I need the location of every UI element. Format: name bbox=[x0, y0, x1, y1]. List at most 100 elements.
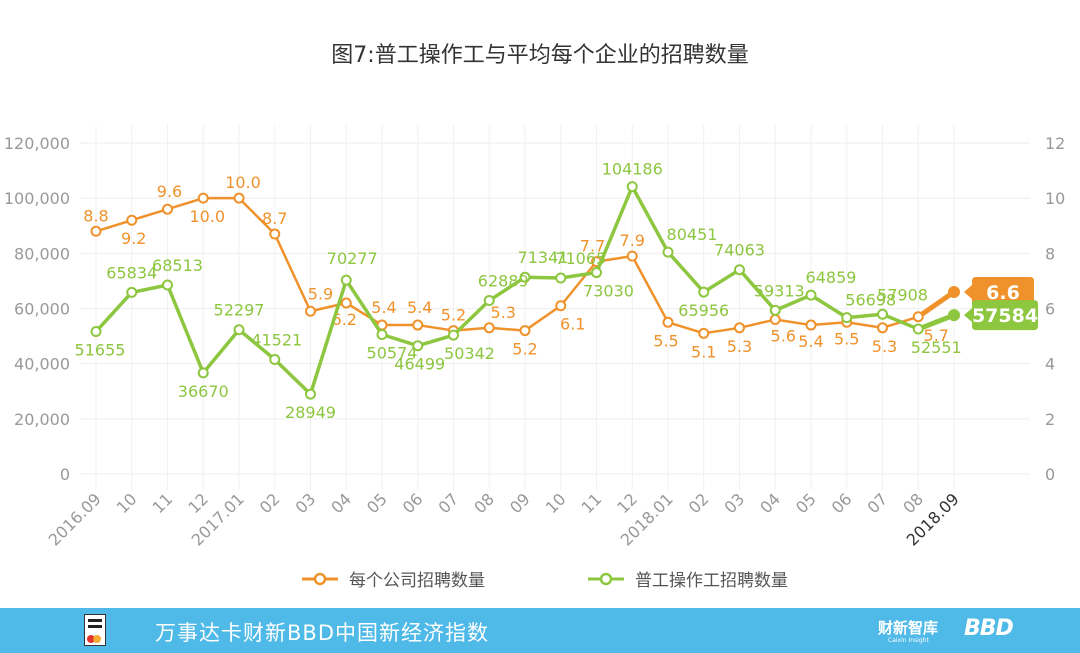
green-series-data-label: 74063 bbox=[714, 241, 765, 260]
orange-series-data-label: 5.7 bbox=[924, 326, 949, 345]
orange-series-data-label: 5.5 bbox=[834, 329, 859, 348]
orange-series-data-label: 5.3 bbox=[727, 337, 752, 356]
green-series-point bbox=[126, 286, 138, 298]
orange-series-data-label: 5.6 bbox=[771, 327, 796, 346]
orange-series-point bbox=[698, 327, 710, 339]
orange-series-data-label: 8.7 bbox=[262, 209, 287, 228]
green-series-data-label: 68513 bbox=[152, 256, 203, 275]
caixin-insight-logo: 财新智库 bbox=[878, 619, 939, 637]
orange-series-data-label: 5.3 bbox=[491, 303, 516, 322]
left-axis-tick-label: 120,000 bbox=[4, 134, 70, 153]
green-series-data-label: 28949 bbox=[285, 403, 336, 422]
orange-series-point bbox=[912, 311, 924, 323]
green-series-data-label: 71065 bbox=[555, 249, 606, 268]
green-series-point bbox=[662, 246, 674, 258]
footer-bar: 万事达卡财新BBD中国新经济指数 财新智库 Caixin Insight BBD bbox=[0, 608, 1080, 653]
orange-series-data-label: 5.4 bbox=[407, 298, 432, 317]
green-legend-label: 普工操作工招聘数量 bbox=[635, 571, 788, 591]
green-series-data-label: 56698 bbox=[845, 291, 896, 310]
green-series-data-label: 51655 bbox=[75, 341, 126, 360]
x-axis-tick-label: 09 bbox=[506, 489, 534, 517]
orange-series-data-label: 6.1 bbox=[560, 315, 585, 334]
orange-series-point bbox=[662, 316, 674, 328]
x-axis-tick-label: 06 bbox=[828, 489, 856, 517]
green-series-point bbox=[912, 323, 924, 335]
green-series-data-label: 73030 bbox=[583, 282, 634, 301]
orange-series-point bbox=[769, 314, 781, 326]
green-series-data-label: 70277 bbox=[327, 249, 378, 268]
orange-series-data-label: 10.0 bbox=[189, 207, 225, 226]
nei-logo-icon bbox=[84, 614, 106, 646]
right-axis-tick-label: 2 bbox=[1045, 410, 1055, 429]
orange-series-data-label: 7.9 bbox=[620, 231, 645, 250]
orange-series-data-label: 5.4 bbox=[798, 332, 823, 351]
x-axis-tick-label: 04 bbox=[327, 489, 355, 517]
x-axis-tick-label: 03 bbox=[291, 489, 319, 517]
orange-series-point bbox=[555, 300, 567, 312]
orange-series-data-label: 5.2 bbox=[441, 306, 466, 325]
legend: 每个公司招聘数量 普工操作工招聘数量 bbox=[302, 571, 788, 591]
orange-series-data-label: 5.3 bbox=[872, 337, 897, 356]
green-series-data-label: 80451 bbox=[667, 225, 718, 244]
orange-legend-marker bbox=[313, 572, 327, 586]
green-series-point bbox=[555, 272, 567, 284]
green-series-data-label: 50574 bbox=[367, 344, 418, 363]
green-series-data-label: 62889 bbox=[478, 272, 529, 291]
green-series-point bbox=[305, 388, 316, 400]
left-axis-tick-label: 40,000 bbox=[14, 355, 70, 374]
green-series-line bbox=[94, 184, 919, 396]
orange-series-data-label: 5.2 bbox=[512, 340, 537, 359]
green-series-point bbox=[162, 279, 173, 291]
orange-series-data-label: 7.7 bbox=[580, 237, 605, 256]
right-axis-tick-label: 8 bbox=[1045, 244, 1055, 263]
orange-series-data-label: 9.6 bbox=[157, 182, 182, 201]
orange-series-point-final bbox=[948, 285, 960, 298]
green-series-data-label: 104186 bbox=[602, 160, 663, 179]
green-series-point bbox=[483, 295, 495, 307]
orange-series-point bbox=[126, 214, 138, 226]
right-axis-tick-label: 10 bbox=[1045, 189, 1065, 208]
orange-series-data-label: 5.1 bbox=[691, 342, 716, 361]
green-series-data-label: 64859 bbox=[806, 268, 857, 287]
right-axis-tick-label: 6 bbox=[1045, 300, 1055, 319]
orange-series-point bbox=[734, 322, 745, 334]
orange-series-point bbox=[519, 325, 531, 337]
green-series-point bbox=[698, 286, 710, 298]
left-axis-tick-label: 80,000 bbox=[14, 244, 70, 263]
green-series-point bbox=[376, 329, 388, 341]
green-series-point bbox=[233, 324, 245, 336]
orange-series-point bbox=[305, 305, 316, 317]
green-series-point bbox=[626, 181, 638, 193]
orange-series-data-label: 9.2 bbox=[121, 229, 146, 248]
x-axis-tick-label: 05 bbox=[792, 489, 820, 517]
orange-series-point bbox=[483, 322, 495, 334]
green-series-point bbox=[877, 308, 888, 320]
green-series-point bbox=[591, 267, 602, 279]
x-axis-tick-label: 08 bbox=[899, 489, 927, 517]
left-axis-tick-label: 0 bbox=[60, 465, 70, 484]
orange-series-point bbox=[412, 319, 424, 331]
right-axis-tick-label: 12 bbox=[1045, 134, 1065, 153]
orange-series-point bbox=[877, 322, 888, 334]
x-axis-tick-label: 11 bbox=[148, 489, 176, 517]
orange-series-point bbox=[233, 192, 245, 204]
x-axis-tick-label: 05 bbox=[363, 489, 391, 517]
x-axis-tick-label: 07 bbox=[434, 489, 462, 517]
orange-legend-label: 每个公司招聘数量 bbox=[349, 571, 485, 591]
orange-series-point bbox=[269, 228, 281, 240]
orange-series-point bbox=[626, 250, 638, 262]
x-axis-tick-label: 08 bbox=[470, 489, 498, 517]
x-axis-tick-label: 02 bbox=[685, 489, 713, 517]
orange-series-line bbox=[95, 196, 919, 335]
chart-title: 图7:普工操作工与平均每个企业的招聘数量 bbox=[331, 43, 748, 68]
orange-series-point bbox=[162, 203, 173, 215]
x-axis-tick-label: 02 bbox=[256, 489, 284, 517]
x-axis-tick-label: 2016.09 bbox=[45, 489, 105, 549]
x-axis-tick-label: 07 bbox=[863, 489, 891, 517]
green-series-final-callout bbox=[964, 300, 1038, 331]
orange-series-data-label: 6.2 bbox=[332, 310, 357, 329]
bbd-logo: BBD bbox=[964, 616, 1014, 641]
right-axis: 0 2 4 6 8 10 12 bbox=[1045, 134, 1065, 484]
green-series-data-label: 52551 bbox=[911, 338, 962, 357]
green-series-point bbox=[734, 264, 745, 276]
